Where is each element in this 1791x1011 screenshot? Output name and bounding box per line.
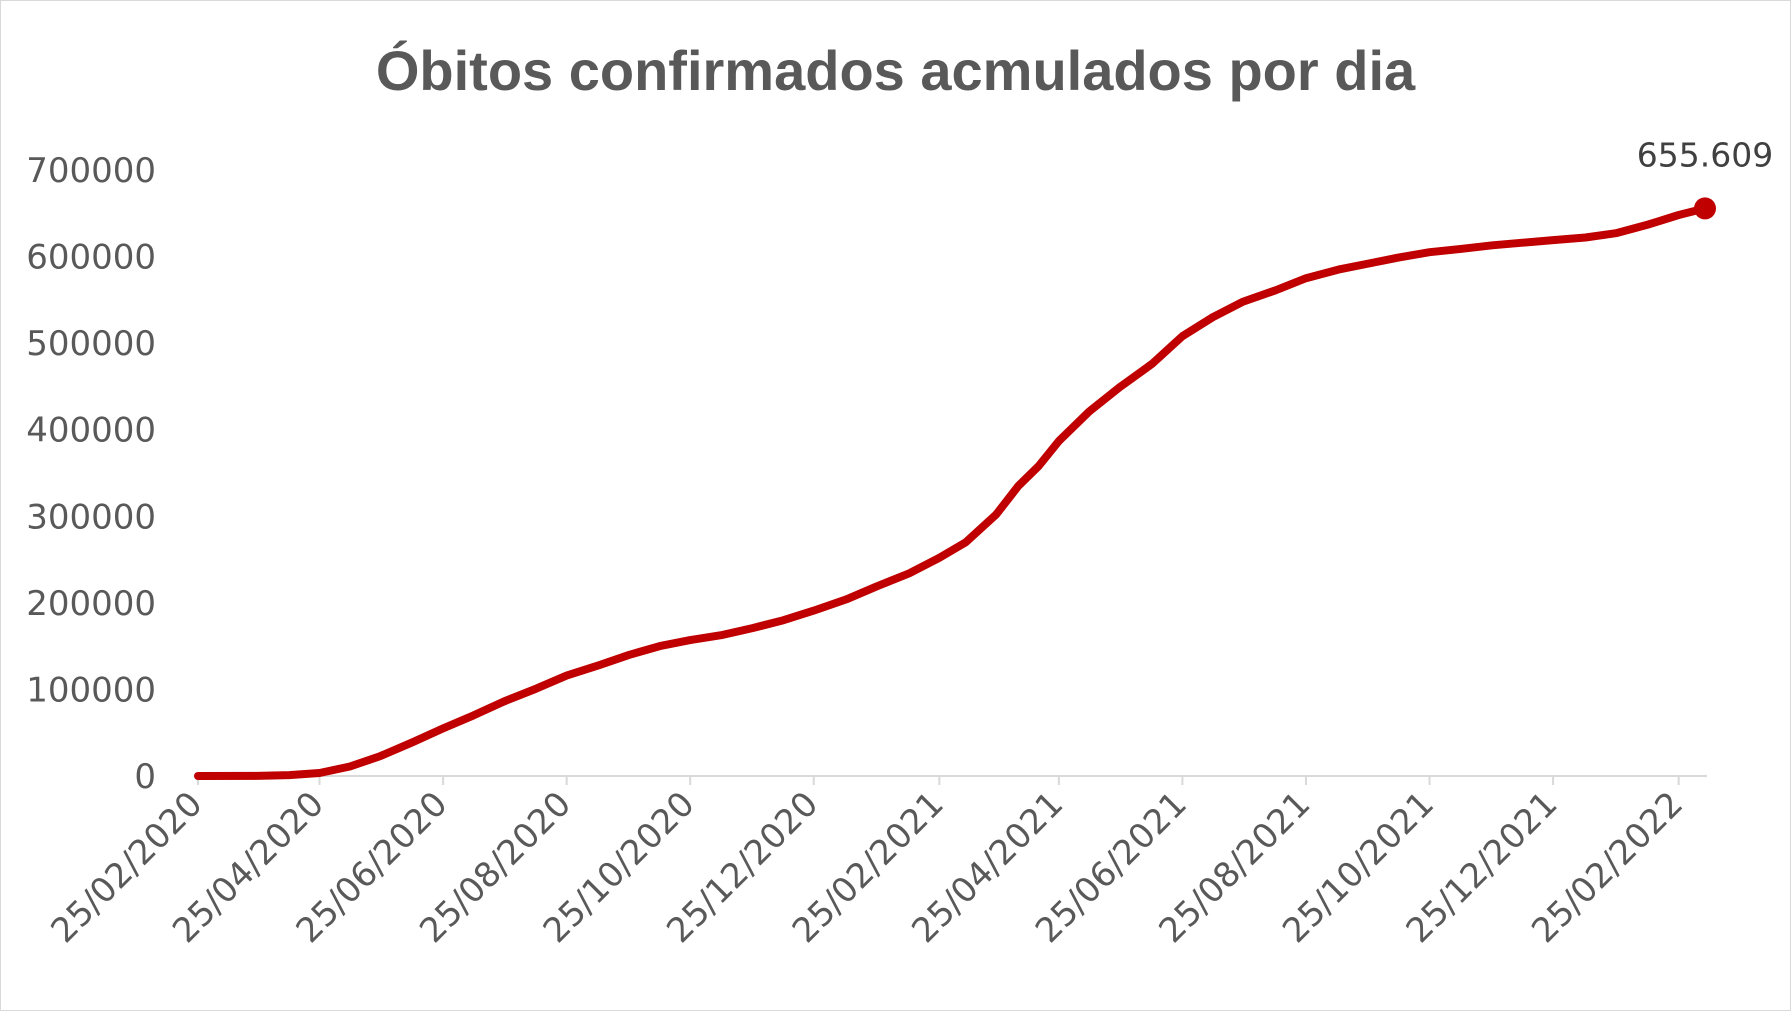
y-tick-label: 500000 [26, 324, 156, 364]
chart-title: Óbitos confirmados acmulados por dia [375, 39, 1416, 102]
y-tick-label: 400000 [26, 411, 156, 451]
y-tick-label: 700000 [26, 151, 156, 191]
y-tick-label: 0 [134, 757, 156, 797]
y-tick-label: 100000 [26, 670, 156, 710]
y-tick-label: 200000 [26, 584, 156, 624]
data-label: 655.609 [1637, 135, 1773, 174]
y-tick-label: 600000 [26, 238, 156, 278]
y-tick-label: 300000 [26, 497, 156, 537]
end-point-marker [1694, 197, 1716, 220]
series-line [194, 204, 1709, 780]
